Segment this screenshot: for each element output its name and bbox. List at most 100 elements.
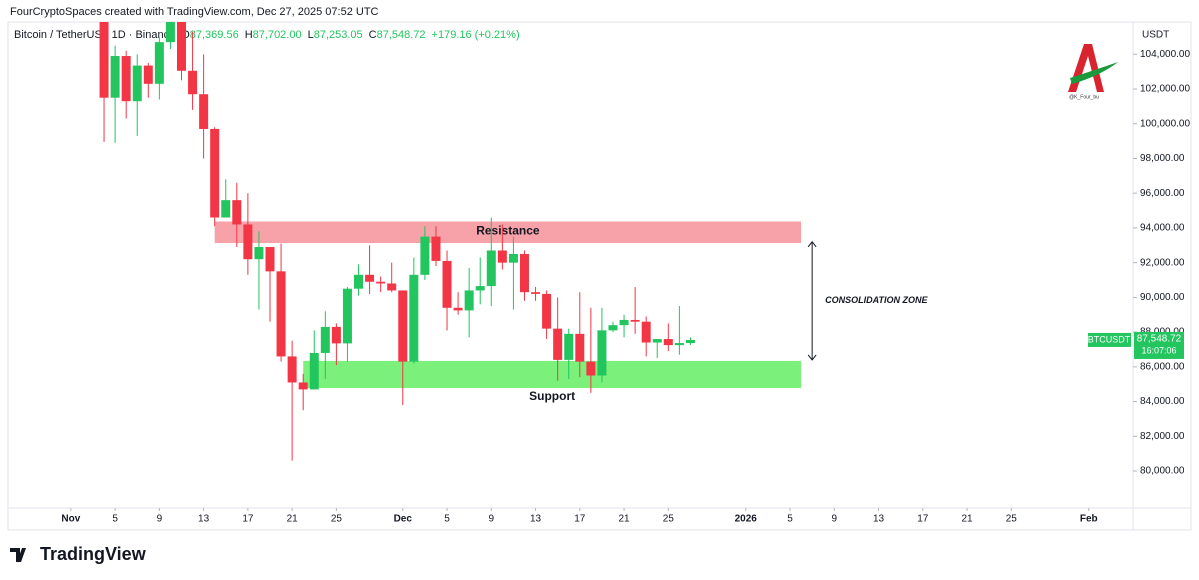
arrow-head	[807, 241, 817, 361]
ohlc-value: 87,702.00	[253, 29, 302, 41]
candle-body	[475, 286, 485, 291]
x-tick-label: 5	[444, 514, 450, 525]
candle-body	[221, 200, 231, 218]
symbol: Bitcoin / TetherUS · 1D · Binance	[14, 29, 175, 41]
x-tick-label: 2026	[735, 514, 758, 525]
candle-body	[453, 307, 463, 311]
x-tick-label: 13	[530, 514, 542, 525]
candle-body	[265, 247, 275, 272]
candle-body	[652, 339, 662, 343]
x-tick-label: Nov	[61, 514, 80, 525]
price-tag-value: 87,548.72	[1137, 334, 1182, 345]
legend: Bitcoin / TetherUS · 1D · BinanceO87,369…	[14, 29, 520, 41]
candle-body	[398, 290, 408, 362]
chart-frame	[7, 21, 1192, 531]
change: +179.16 (+0.21%)	[432, 29, 520, 41]
x-tick-label: 5	[787, 514, 793, 525]
ohlc-value: 87,369.56	[190, 29, 239, 41]
y-tick-label: 84,000.00	[1140, 396, 1185, 407]
candle-body	[232, 200, 242, 225]
candle-body	[276, 271, 286, 357]
candle-body	[132, 65, 142, 102]
ohlc-value: 87,548.72	[377, 29, 426, 41]
x-tick-label: 21	[961, 514, 973, 525]
ohlc-key: C	[369, 29, 377, 41]
candle-body	[685, 339, 695, 344]
candle-body	[409, 274, 419, 362]
candle-body	[143, 65, 153, 84]
candle-body	[641, 321, 651, 343]
x-tick-label: 21	[618, 514, 630, 525]
candle-body	[586, 361, 596, 376]
y-tick-label: 80,000.00	[1140, 466, 1185, 477]
candle-body	[497, 250, 507, 263]
candle-body	[320, 326, 330, 353]
x-tick-label: 21	[287, 514, 299, 525]
candle-body	[331, 326, 341, 344]
candle-body	[387, 283, 397, 291]
candle-body	[663, 339, 673, 346]
zone-label: Support	[529, 389, 575, 403]
symbol-tag	[1088, 332, 1131, 347]
footer-logo	[10, 548, 26, 562]
x-tick-label: 25	[1006, 514, 1018, 525]
candle-body	[674, 343, 684, 346]
candle-body	[298, 382, 308, 390]
candle-body	[99, 22, 109, 98]
x-tick-label: Dec	[394, 514, 413, 525]
x-tick-label: 5	[112, 514, 118, 525]
candle-body	[619, 319, 629, 326]
x-tick-label: 13	[873, 514, 885, 525]
candle-body	[564, 333, 574, 360]
y-tick-label: 92,000.00	[1140, 257, 1185, 268]
candle-body	[121, 56, 131, 102]
candle-body	[575, 333, 585, 362]
footer-brand: TradingView	[40, 544, 147, 564]
axis-unit: USDT	[1142, 30, 1169, 41]
candle-body	[254, 247, 264, 260]
y-tick-label: 100,000.00	[1140, 118, 1190, 129]
candle-body	[553, 328, 563, 360]
candle-body	[630, 319, 640, 322]
candle-body	[376, 281, 386, 284]
ohlc-key: L	[308, 29, 314, 41]
candle-body	[110, 56, 120, 98]
y-tick-label: 98,000.00	[1140, 153, 1185, 164]
candle-body	[243, 224, 253, 260]
candle-body	[431, 236, 441, 261]
candle-body	[365, 274, 375, 282]
ohlc-value: 87,253.05	[314, 29, 363, 41]
price-tag	[1134, 331, 1184, 359]
candle-body	[210, 128, 220, 218]
x-tick-label: Feb	[1080, 514, 1098, 525]
candle-body	[486, 250, 496, 287]
candle-body	[442, 260, 452, 308]
candle-body	[542, 293, 552, 329]
candle-body	[519, 253, 529, 293]
watermark: @K_Four_bu	[1069, 94, 1099, 100]
candle-body	[165, 22, 175, 43]
candle-body	[354, 274, 364, 289]
candle-body	[188, 70, 198, 95]
candle-body	[342, 288, 352, 344]
annotation: CONSOLIDATION ZONE	[825, 295, 928, 305]
zone	[214, 221, 802, 244]
candle-body	[287, 356, 297, 383]
x-tick-label: 17	[242, 514, 254, 525]
candle-body	[420, 236, 430, 275]
y-tick-label: 86,000.00	[1140, 361, 1185, 372]
x-tick-label: 9	[157, 514, 163, 525]
y-tick-label: 90,000.00	[1140, 292, 1185, 303]
x-tick-label: 25	[663, 514, 675, 525]
candle-body	[154, 42, 164, 84]
candle-body	[597, 330, 607, 376]
x-tick-label: 13	[198, 514, 210, 525]
zone	[303, 360, 802, 389]
candle-body	[508, 253, 518, 263]
y-tick-label: 104,000.00	[1140, 49, 1190, 60]
y-tick-label: 96,000.00	[1140, 188, 1185, 199]
symbol-tag-text: BTCUSDT	[1088, 334, 1131, 344]
y-tick-label: 102,000.00	[1140, 84, 1190, 95]
